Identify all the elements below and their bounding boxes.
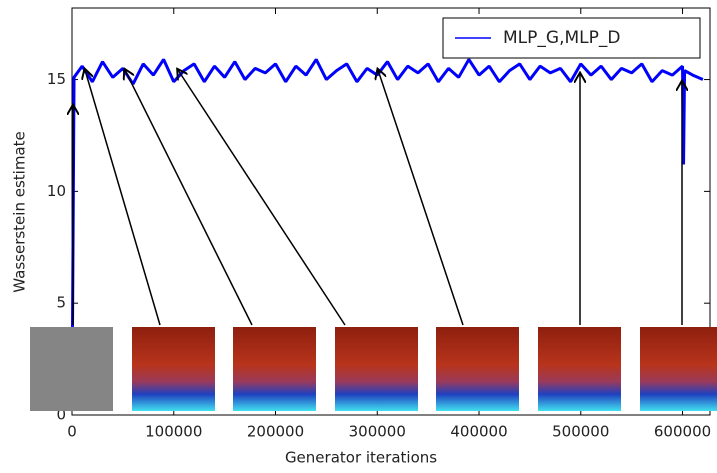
arrows: [73, 70, 682, 326]
y-tick-label: 10: [47, 182, 66, 200]
arrow: [178, 70, 346, 326]
data-line: [70, 58, 704, 409]
thumbnail: [233, 327, 316, 411]
y-tick-label: 5: [56, 294, 66, 312]
y-axis-label: Wasserstein estimate: [11, 131, 29, 292]
y-tick-label: 15: [47, 70, 66, 88]
thumbnail: [640, 327, 717, 411]
x-tick-label: 0: [67, 423, 77, 441]
x-axis-label: Generator iterations: [285, 449, 437, 467]
x-tick-label: 100000: [145, 423, 202, 441]
x-tick-label: 500000: [552, 423, 609, 441]
x-tick-label: 400000: [450, 423, 507, 441]
legend: MLP_G,MLP_D: [442, 17, 701, 59]
thumbnail: [30, 327, 113, 411]
arrow: [125, 70, 253, 326]
arrow: [378, 70, 464, 326]
thumbnail: [132, 327, 215, 411]
thumbnail: [335, 327, 418, 411]
x-tick-label: 200000: [247, 423, 304, 441]
legend-label: MLP_G,MLP_D: [503, 28, 620, 48]
x-tick-label: 600000: [654, 423, 711, 441]
y-tick-label: 0: [56, 406, 66, 424]
thumbnail: [436, 327, 519, 411]
x-tick-label: 300000: [349, 423, 406, 441]
thumbnail: [538, 327, 621, 411]
thumbnails: [30, 327, 717, 411]
arrow: [85, 70, 161, 326]
